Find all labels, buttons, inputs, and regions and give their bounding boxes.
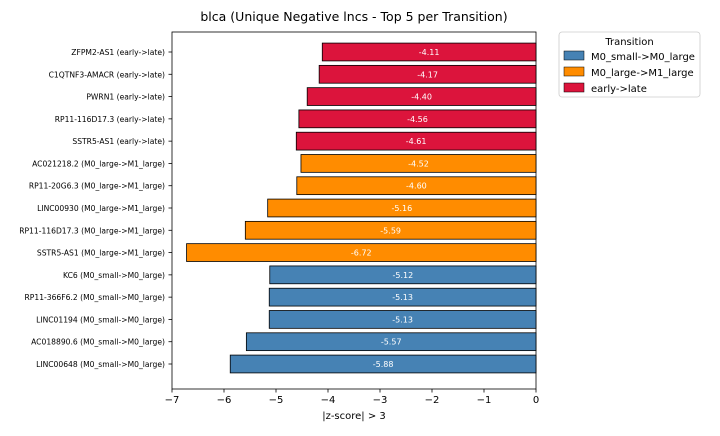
- bar: [268, 310, 537, 329]
- category-label: RP11-20G6.3 (M0_large->M1_large): [29, 182, 165, 191]
- chart-title: blca (Unique Negative lncs - Top 5 per T…: [200, 9, 507, 24]
- legend-swatch: [563, 50, 585, 61]
- bar: [321, 42, 537, 62]
- legend-title: Transition: [604, 37, 653, 48]
- x-tick-label: −3: [373, 395, 388, 406]
- legend-swatch: [563, 66, 585, 77]
- x-tick-label: −4: [321, 395, 336, 406]
- bar-value-label: -4.52: [408, 159, 429, 168]
- category-label: RP11-116D17.3 (M0_large->M1_large): [19, 226, 165, 235]
- legend-entries: M0_small->M0_large M0_large->M1_largeearl…: [563, 50, 695, 95]
- bar-value-label: -4.61: [406, 137, 427, 146]
- bar-value-label: -4.56: [407, 115, 428, 124]
- category-label: ZFPM2-AS1 (early->late): [71, 48, 165, 57]
- legend-label: early->late: [591, 84, 647, 95]
- category-label: LINC00930 (M0_large->M1_large): [37, 204, 165, 213]
- bar: [296, 176, 537, 196]
- bar-value-label: -4.40: [411, 93, 432, 102]
- bar-value-label: -5.13: [392, 315, 413, 324]
- bar-value-label: -5.57: [381, 338, 402, 347]
- category-label: PWRN1 (early->late): [86, 93, 165, 102]
- legend-swatch: [563, 82, 585, 93]
- category-label: SSTR5-AS1 (M0_large->M1_large): [37, 249, 165, 258]
- bars-layer: -4.11 -4.17 -4.40 -4.56 -4.61 -4.52 -4.60 -5.16…: [186, 42, 537, 374]
- category-label: SSTR5-AS1 (early->late): [72, 137, 165, 146]
- bar-value-label: -4.11: [419, 48, 440, 57]
- category-label: C1QTNF3-AMACR (early->late): [49, 70, 165, 79]
- x-axis: −7 −6 −5 −4 −3 −2 −1 0: [165, 389, 539, 406]
- legend-box: [558, 31, 701, 98]
- bar-value-label: -4.60: [406, 182, 427, 191]
- x-tick-label: −1: [477, 395, 492, 406]
- x-axis-label: |z-score| > 3: [322, 411, 386, 422]
- bar-value-label: -5.13: [392, 293, 413, 302]
- category-label: AC021218.2 (M0_large->M1_large): [32, 159, 165, 168]
- x-tick-label: −7: [165, 395, 180, 406]
- x-tick-label: −5: [269, 395, 284, 406]
- category-label: LINC00648 (M0_small->M0_large): [36, 360, 165, 369]
- bar-value-label: -5.12: [393, 271, 414, 280]
- bar-value-label: -6.72: [351, 249, 372, 258]
- bar-value-label: -5.16: [391, 204, 412, 213]
- bar: [300, 154, 537, 173]
- x-tick-label: −2: [425, 395, 440, 406]
- x-tick-label: −6: [217, 395, 232, 406]
- x-tick-label: 0: [533, 395, 539, 406]
- bar-value-label: -5.59: [380, 226, 401, 235]
- bar: [269, 265, 537, 285]
- category-label: RP11-366F6.2 (M0_small->M0_large): [25, 293, 166, 302]
- category-labels: ZFPM2-AS1 (early->late) C1QTNF3-AMACR (ea…: [19, 48, 172, 369]
- legend: Transition M0_small->M0_large M0_large->M…: [558, 31, 701, 98]
- bar: [298, 109, 537, 129]
- bar: [229, 354, 537, 374]
- bar: [295, 131, 537, 151]
- bar-value-label: -5.88: [373, 360, 394, 369]
- bar: [245, 332, 537, 352]
- bar: [186, 243, 537, 262]
- bar: [268, 287, 537, 307]
- bar-value-label: -4.17: [417, 70, 438, 79]
- category-label: LINC01194 (M0_small->M0_large): [36, 315, 165, 324]
- bar: [306, 87, 537, 106]
- legend-label: M0_small->M0_large: [591, 52, 695, 63]
- category-label: KC6 (M0_small->M0_large): [63, 271, 165, 280]
- legend-label: M0_large->M1_large: [591, 68, 694, 79]
- category-label: AC018890.6 (M0_small->M0_large): [31, 338, 165, 347]
- bar: [267, 198, 537, 218]
- bar: [318, 64, 537, 84]
- bar: [244, 220, 537, 240]
- category-label: RP11-116D17.3 (early->late): [55, 115, 165, 124]
